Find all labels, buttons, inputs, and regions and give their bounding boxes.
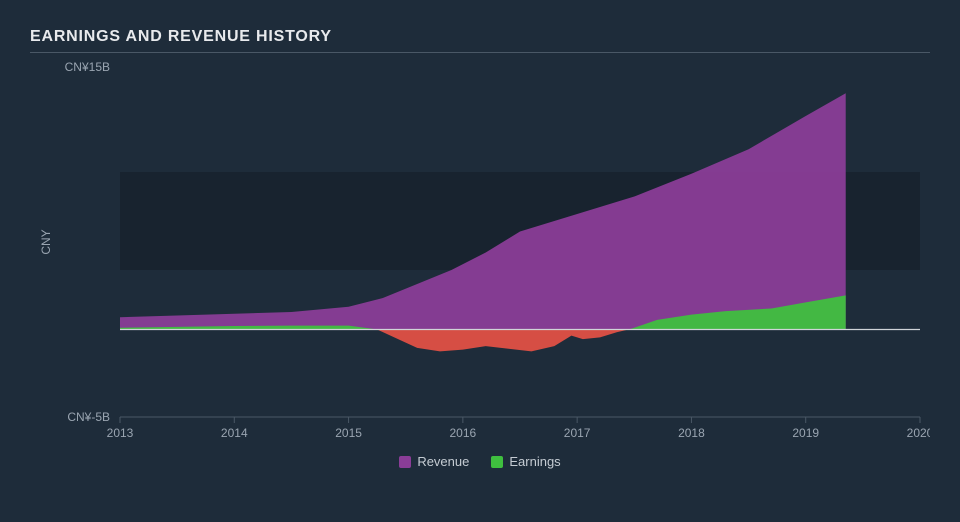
chart-svg: CN¥15B CN¥-5B CNY 2013 2014 2015 2016 2017 2018 2…	[30, 57, 930, 447]
chart-area: CN¥15B CN¥-5B CNY 2013 2014 2015 2016 2017 2018 2…	[30, 57, 930, 477]
legend: Revenue Earnings	[30, 454, 930, 469]
legend-label-earnings: Earnings	[509, 454, 560, 469]
svg-text:2019: 2019	[792, 426, 819, 440]
svg-text:2015: 2015	[335, 426, 362, 440]
svg-text:2018: 2018	[678, 426, 705, 440]
title-rule	[30, 52, 930, 53]
svg-text:2017: 2017	[564, 426, 591, 440]
legend-swatch-earnings	[491, 456, 503, 468]
legend-label-revenue: Revenue	[417, 454, 469, 469]
svg-text:2016: 2016	[450, 426, 477, 440]
svg-text:2014: 2014	[221, 426, 248, 440]
svg-text:CN¥-5B: CN¥-5B	[67, 410, 110, 424]
legend-item-revenue: Revenue	[399, 454, 469, 469]
chart-card: EARNINGS AND REVENUE HISTORY CN¥15B CN¥-5…	[0, 0, 960, 522]
svg-text:CNY: CNY	[39, 229, 53, 254]
chart-title: EARNINGS AND REVENUE HISTORY	[30, 28, 930, 46]
svg-text:CN¥15B: CN¥15B	[65, 60, 110, 74]
svg-text:2013: 2013	[107, 426, 134, 440]
legend-item-earnings: Earnings	[491, 454, 560, 469]
legend-swatch-revenue	[399, 456, 411, 468]
svg-text:2020: 2020	[907, 426, 930, 440]
